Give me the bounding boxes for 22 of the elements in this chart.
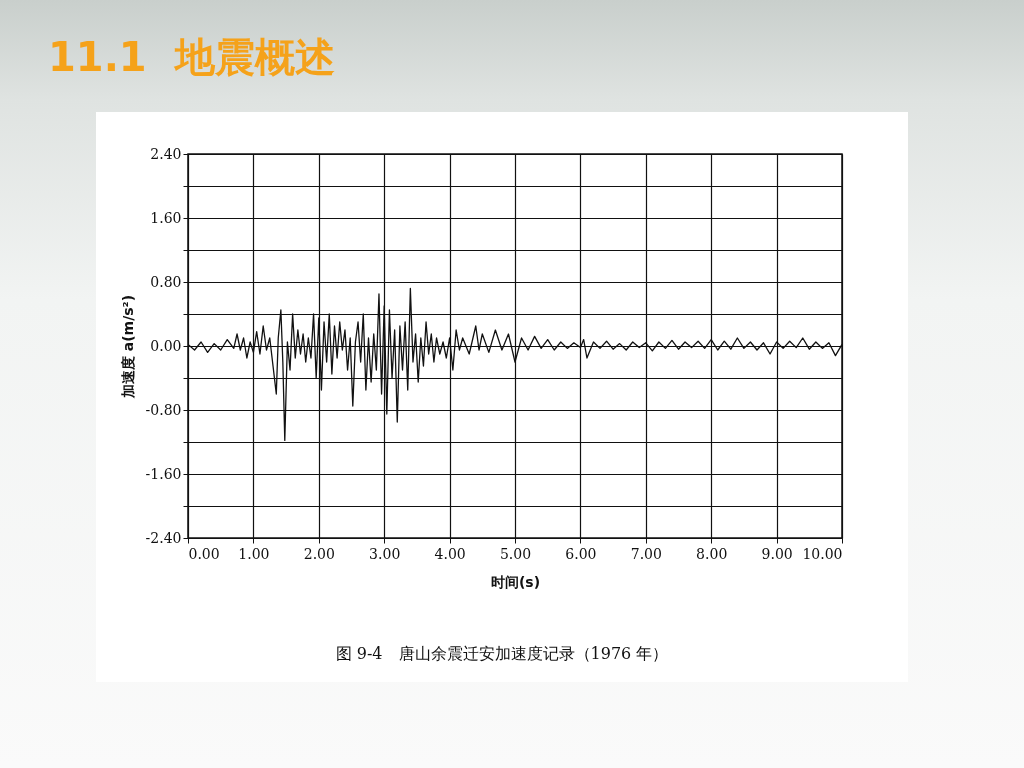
y-tick-label: -0.80 <box>145 401 182 418</box>
y-tick-label: 1.60 <box>150 209 182 226</box>
caption: 图 9-4 唐山余震迁安加速度记录（1976 年） <box>334 644 670 665</box>
y-axis-title: 加速度 a(m/s²) <box>119 294 136 400</box>
x-axis-title: 时间(s) <box>490 573 541 590</box>
x-tick-label: 3.00 <box>369 545 401 562</box>
y-tick-label: 0.00 <box>150 337 182 354</box>
x-tick-label: 6.00 <box>565 545 597 562</box>
x-tick-label: 4.00 <box>434 545 466 562</box>
x-tick-label: 9.00 <box>761 545 793 562</box>
x-tick-label: 10.00 <box>802 545 843 562</box>
y-tick-label: -1.60 <box>145 465 182 482</box>
chart-title: 11.1 地震概述 <box>48 33 335 82</box>
y-tick-label: 0.80 <box>150 273 182 290</box>
y-tick-label: 2.40 <box>150 145 182 162</box>
x-tick-label: 1.00 <box>238 545 270 562</box>
x-tick-label: 8.00 <box>696 545 728 562</box>
x-tick-label: 5.00 <box>499 545 532 562</box>
x-tick-label: 7.00 <box>630 545 662 562</box>
y-tick-label: -2.40 <box>145 529 182 546</box>
x-tick-label: 2.00 <box>303 545 335 562</box>
x-tick-label: 0.00 <box>188 545 220 562</box>
